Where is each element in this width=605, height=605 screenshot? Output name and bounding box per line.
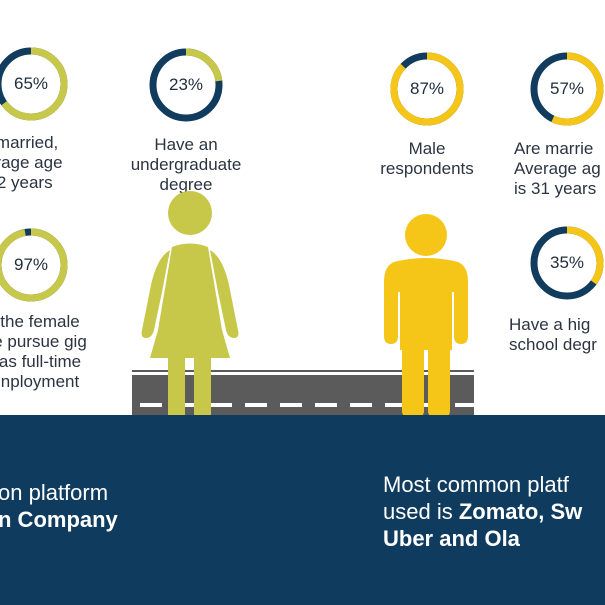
stat-value: 35% xyxy=(549,253,585,272)
stat-value: 97% xyxy=(13,255,49,274)
progress-ring xyxy=(149,48,223,122)
footer-panel xyxy=(0,415,605,605)
stat-caption: e married, verage age 32 years xyxy=(0,133,63,192)
progress-ring xyxy=(0,47,68,121)
stat-caption: Have an undergraduate degree xyxy=(130,135,242,194)
stat-caption: Male respondents xyxy=(380,139,474,178)
progress-ring xyxy=(0,228,68,302)
stat-value: 87% xyxy=(409,79,445,98)
stat-value: 57% xyxy=(549,79,585,98)
progress-ring xyxy=(390,52,464,126)
progress-ring xyxy=(530,52,604,126)
stat-value: 65% xyxy=(13,74,49,93)
stat-caption: the female e pursue gig as full-time npl… xyxy=(0,312,87,391)
female-platform-text: on platform n Company xyxy=(0,480,118,532)
male-platform-text: Most common platf used is Zomato, Sw Ube… xyxy=(383,472,583,551)
stat-caption: Have a hig school degr xyxy=(509,315,597,354)
stat-caption: Are marrie Average ag is 31 years xyxy=(514,139,601,198)
male-figure-icon xyxy=(384,214,468,418)
female-figure-icon xyxy=(141,191,239,422)
progress-ring xyxy=(530,226,604,300)
stat-value: 23% xyxy=(168,75,204,94)
